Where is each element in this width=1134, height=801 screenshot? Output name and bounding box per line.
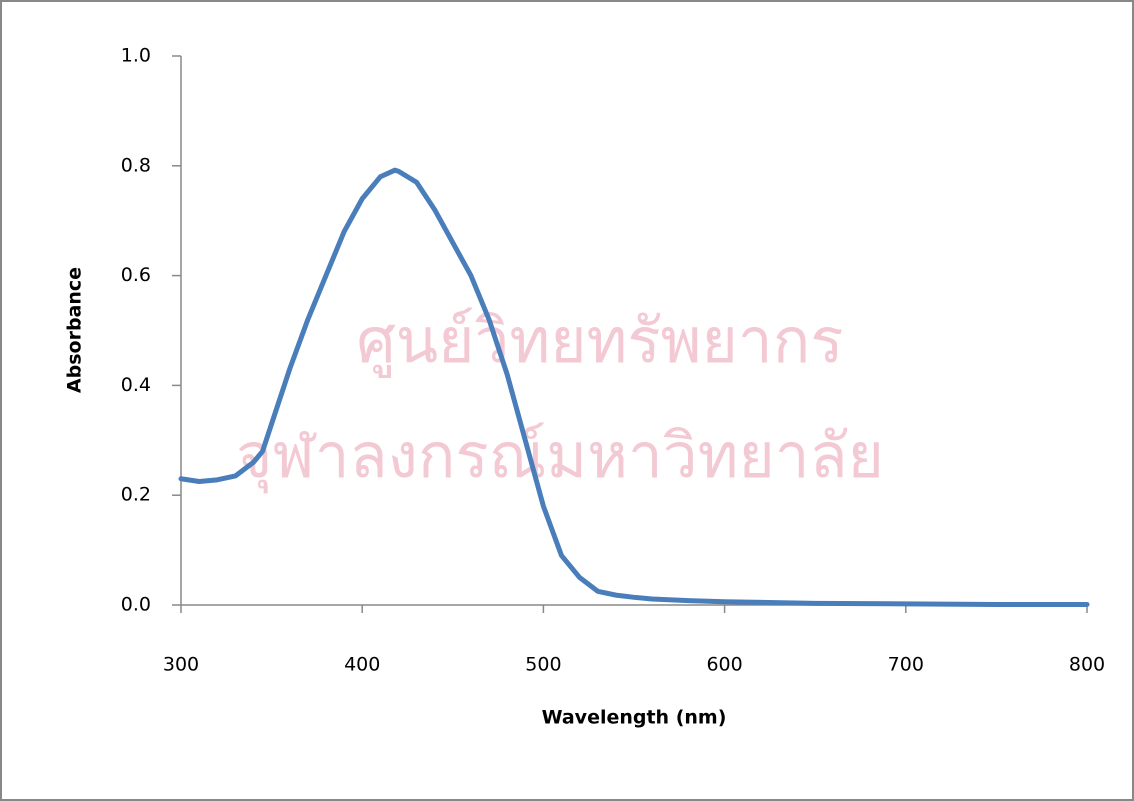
y-axis-title: Absorbance — [64, 267, 86, 393]
watermark: จุฬาลงกรณ์มหาวิทยาลัย — [236, 419, 884, 493]
x-axis-title: Wavelength (nm) — [542, 707, 727, 729]
x-tick-label: 500 — [525, 654, 561, 676]
y-tick-label: 0.2 — [121, 484, 151, 506]
watermark: ศูนย์วิทยทรัพยากร — [356, 304, 843, 378]
x-tick-label: 300 — [163, 654, 199, 676]
x-tick-label: 800 — [1069, 654, 1105, 676]
y-tick-label: 1.0 — [121, 45, 151, 67]
x-tick-label: 700 — [888, 654, 924, 676]
data-line — [178, 167, 1090, 607]
x-tick-label: 600 — [706, 654, 742, 676]
x-tick-label: 400 — [344, 654, 380, 676]
y-tick-label: 0.8 — [121, 154, 151, 176]
y-tick-label: 0.0 — [121, 594, 151, 616]
y-tick-label: 0.4 — [121, 374, 151, 396]
y-tick-label: 0.6 — [121, 264, 151, 286]
